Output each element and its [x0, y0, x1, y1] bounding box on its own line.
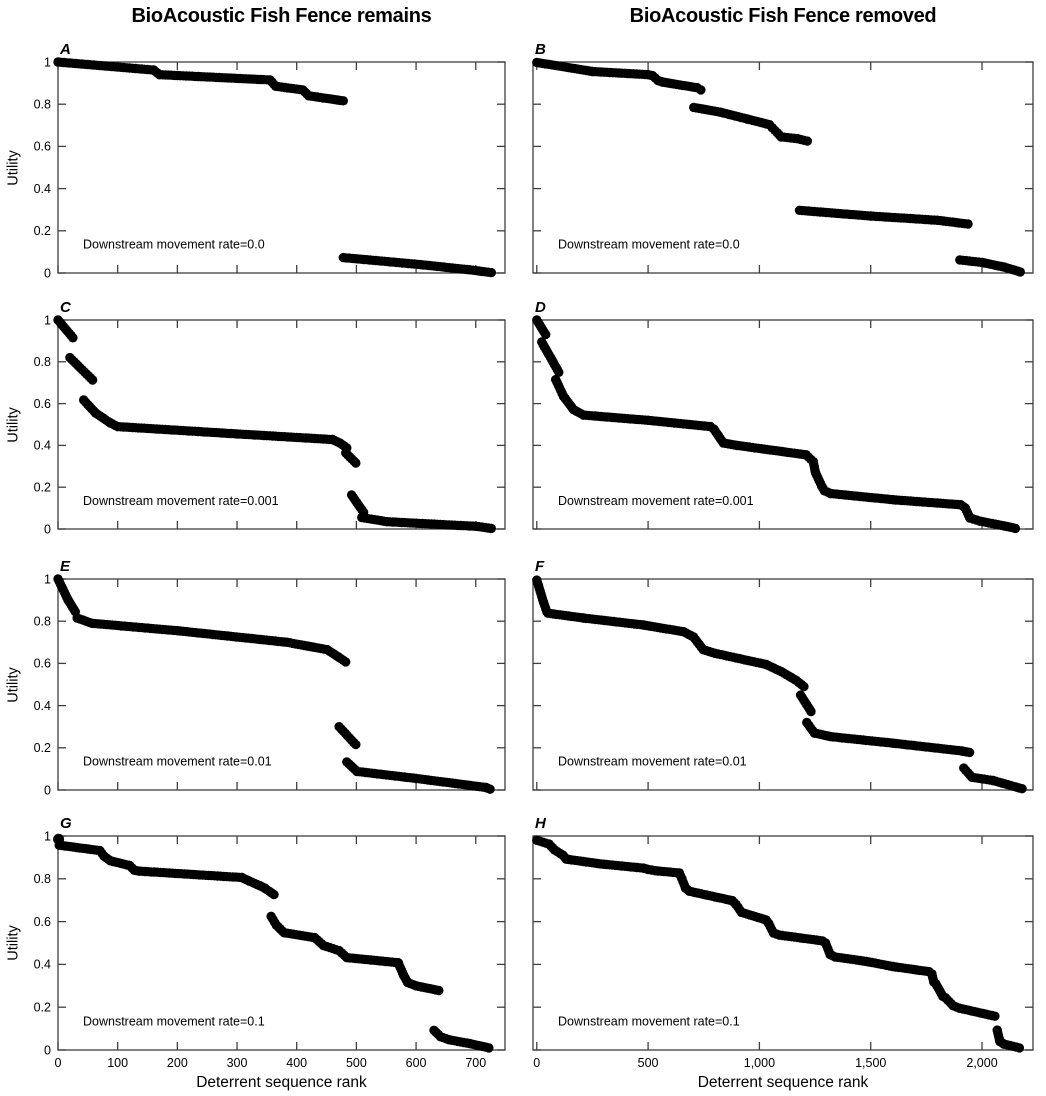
column-title-remains: BioAcoustic Fish Fence remains: [131, 5, 432, 27]
panel-letter: G: [60, 815, 72, 832]
panel-letter: D: [535, 299, 546, 316]
svg-text:0.4: 0.4: [34, 182, 51, 196]
svg-text:500: 500: [638, 1056, 659, 1070]
panel-letter: F: [535, 558, 545, 575]
panel-letter: H: [535, 815, 547, 832]
svg-text:1: 1: [44, 55, 51, 69]
x-axis-title-right: Deterrent sequence rank: [697, 1074, 869, 1091]
svg-text:0: 0: [44, 783, 51, 797]
svg-text:0.2: 0.2: [34, 1001, 51, 1015]
panel-A: 0 0.2 0.4 0.6 0.8 1A Downstream movement rate=…: [34, 41, 506, 280]
svg-text:0.6: 0.6: [34, 140, 51, 154]
svg-text:0.2: 0.2: [34, 224, 51, 238]
svg-text:1: 1: [44, 572, 51, 586]
svg-text:400: 400: [286, 1056, 307, 1070]
tick-marks: [533, 835, 1033, 1051]
panel-annotation: Downstream movement rate=0.1: [558, 1014, 740, 1028]
svg-text:1,500: 1,500: [855, 1056, 886, 1070]
panel-letter: C: [60, 299, 72, 316]
panel-E: 0 0.2 0.4 0.6 0.8 1E Downstream movement rate=…: [34, 558, 506, 797]
data-points: [53, 57, 496, 278]
column-title-removed: BioAcoustic Fish Fence removed: [629, 5, 937, 27]
svg-text:0.4: 0.4: [34, 439, 51, 453]
x-tick-labels: 0 500 1,000 1,500 2,000: [533, 1056, 997, 1070]
data-points: [53, 315, 496, 534]
tick-marks: [533, 61, 1033, 274]
panel-C: 0 0.2 0.4 0.6 0.8 1C Downstream movement rate=…: [34, 299, 506, 536]
svg-text:0.6: 0.6: [34, 657, 51, 671]
svg-text:2,000: 2,000: [966, 1056, 997, 1070]
tick-marks: [533, 578, 1033, 791]
data-points: [532, 315, 1021, 534]
panel-annotation: Downstream movement rate=0.001: [558, 494, 754, 508]
plot-frame: [57, 61, 506, 274]
svg-text:1: 1: [44, 313, 51, 327]
svg-text:0.8: 0.8: [34, 872, 51, 886]
svg-text:0: 0: [44, 522, 51, 536]
svg-text:500: 500: [346, 1056, 367, 1070]
svg-text:0.8: 0.8: [34, 355, 51, 369]
plot-frame: [57, 835, 506, 1051]
y-tick-labels: 0 0.2 0.4 0.6 0.8 1: [34, 313, 51, 536]
svg-text:0: 0: [55, 1056, 62, 1070]
panel-annotation: Downstream movement rate=0.0: [558, 238, 740, 252]
x-tick-labels: 0 100 200 300 400 500 600 700: [55, 1056, 487, 1070]
svg-text:0.4: 0.4: [34, 699, 51, 713]
svg-text:600: 600: [406, 1056, 427, 1070]
panel-B: B Downstream movement rate=0.0: [532, 41, 1034, 277]
svg-text:0: 0: [44, 266, 51, 280]
data-points: [53, 574, 495, 794]
y-tick-labels: 0 0.2 0.4 0.6 0.8 1: [34, 572, 51, 797]
panel-annotation: Downstream movement rate=0.01: [83, 755, 272, 769]
panel-letter: E: [60, 558, 71, 575]
plot-frame: [532, 578, 1034, 791]
panel-F: F Downstream movement rate=0.01: [532, 558, 1034, 794]
tick-marks: [57, 319, 505, 530]
svg-text:1,000: 1,000: [744, 1056, 775, 1070]
panel-annotation: Downstream movement rate=0.001: [83, 494, 279, 508]
tick-marks: [57, 578, 505, 791]
y-tick-labels: 0 0.2 0.4 0.6 0.8 1: [34, 829, 51, 1057]
panel-letter: B: [535, 41, 546, 58]
svg-text:0.6: 0.6: [34, 915, 51, 929]
panel-annotation: Downstream movement rate=0.0: [83, 238, 265, 252]
svg-text:0.6: 0.6: [34, 397, 51, 411]
svg-text:0.2: 0.2: [34, 741, 51, 755]
tick-marks: [533, 319, 1033, 530]
data-points: [532, 835, 1025, 1053]
plot-frame: [532, 61, 1034, 274]
svg-text:200: 200: [167, 1056, 188, 1070]
svg-text:0.8: 0.8: [34, 615, 51, 629]
svg-text:0.8: 0.8: [34, 98, 51, 112]
panel-letter: A: [59, 41, 71, 58]
panel-annotation: Downstream movement rate=0.01: [558, 755, 747, 769]
data-points: [53, 833, 494, 1053]
data-points: [532, 57, 1025, 277]
panel-D: D Downstream movement rate=0.001: [532, 299, 1034, 534]
plot-frame: [57, 319, 506, 530]
y-tick-labels: 0 0.2 0.4 0.6 0.8 1: [34, 55, 51, 280]
svg-text:0.4: 0.4: [34, 958, 51, 972]
svg-text:0.2: 0.2: [34, 481, 51, 495]
x-axis-title-left: Deterrent sequence rank: [196, 1074, 367, 1091]
panel-G: 0 100 200 300 400 500 600 700 0 0.2 0.4 0.6 0.8 1G Dow…: [34, 815, 506, 1070]
svg-text:300: 300: [227, 1056, 248, 1070]
svg-text:700: 700: [465, 1056, 486, 1070]
plot-frame: [532, 319, 1034, 530]
svg-text:100: 100: [107, 1056, 128, 1070]
data-points: [532, 575, 1027, 794]
svg-text:0: 0: [44, 1043, 51, 1057]
plot-frame: [57, 578, 506, 791]
tick-marks: [57, 835, 505, 1051]
tick-marks: [57, 61, 505, 274]
svg-text:1: 1: [44, 829, 51, 843]
panel-H: 0 500 1,000 1,500 2,000 H Downstream movement …: [532, 815, 1034, 1070]
plot-frame: [532, 835, 1034, 1051]
svg-text:0: 0: [533, 1056, 540, 1070]
panel-annotation: Downstream movement rate=0.1: [83, 1014, 265, 1028]
